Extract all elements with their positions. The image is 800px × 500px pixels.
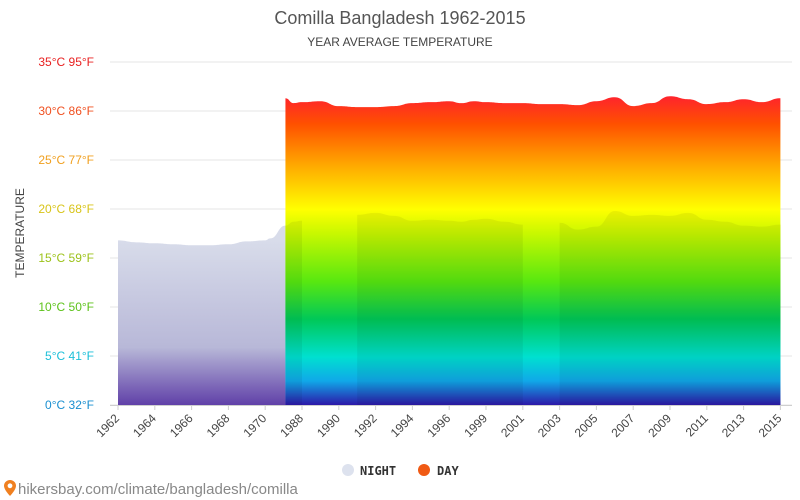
x-tick-label: 1988: [277, 411, 306, 440]
footer-credit[interactable]: hikersbay.com/climate/bangladesh/comilla: [18, 481, 299, 498]
series-areas: [118, 96, 781, 406]
y-axis-labels: 0°C 32°F 5°C 41°F 10°C 50°F 15°C 59°F 20°C 6…: [38, 55, 94, 412]
x-tick-label: 2009: [645, 411, 674, 440]
x-tick-label: 1999: [461, 411, 490, 440]
y-tick-label: 5°C 41°F: [45, 349, 94, 363]
legend-day-label: DAY: [437, 464, 459, 478]
x-tick-label: 2005: [572, 411, 601, 440]
x-tick-label: 1970: [241, 411, 270, 440]
night-area-shade: [285, 220, 302, 405]
y-axis-title: TEMPERATURE: [13, 188, 27, 278]
x-tick-label: 2013: [719, 411, 748, 440]
x-tick-label: 1996: [425, 411, 454, 440]
night-area: [559, 210, 781, 405]
footer: hikersbay.com/climate/bangladesh/comilla: [4, 480, 299, 498]
y-tick-label: 20°C 68°F: [38, 202, 94, 216]
x-tick-label: 2015: [756, 411, 785, 440]
night-area-shade: [357, 212, 523, 405]
legend-night-label: NIGHT: [360, 464, 396, 478]
y-tick-label: 0°C 32°F: [45, 398, 94, 412]
night-area: [285, 220, 302, 405]
x-tick-label: 1966: [167, 411, 196, 440]
chart-title: Comilla Bangladesh 1962-2015: [274, 8, 525, 28]
x-tick-label: 2003: [535, 411, 564, 440]
night-area: [118, 225, 286, 405]
x-tick-label: 1994: [388, 411, 417, 440]
x-tick-label: 2007: [609, 411, 638, 440]
night-area-shade: [559, 210, 781, 405]
y-tick-label: 15°C 59°F: [38, 251, 94, 265]
chart-subtitle: YEAR AVERAGE TEMPERATURE: [307, 35, 492, 49]
x-axis-labels: 1962 1964 1966 1968 1970 1988 1990 1992 1994 1996…: [93, 405, 792, 440]
location-pin-icon: [4, 480, 16, 496]
legend: NIGHT DAY: [342, 464, 459, 478]
x-tick-label: 1968: [204, 411, 233, 440]
x-tick-label: 2001: [498, 411, 527, 440]
x-tick-label: 1990: [314, 411, 343, 440]
night-area: [357, 212, 523, 405]
y-tick-label: 35°C 95°F: [38, 55, 94, 69]
x-tick-label: 1992: [351, 411, 380, 440]
y-tick-label: 25°C 77°F: [38, 153, 94, 167]
y-tick-label: 30°C 86°F: [38, 104, 94, 118]
x-tick-label: 2011: [683, 411, 711, 439]
legend-night-marker: [342, 464, 354, 476]
x-tick-label: 1964: [130, 411, 159, 440]
legend-day-marker: [418, 464, 430, 476]
y-tick-label: 10°C 50°F: [38, 300, 94, 314]
x-tick-label: 1962: [93, 411, 122, 440]
